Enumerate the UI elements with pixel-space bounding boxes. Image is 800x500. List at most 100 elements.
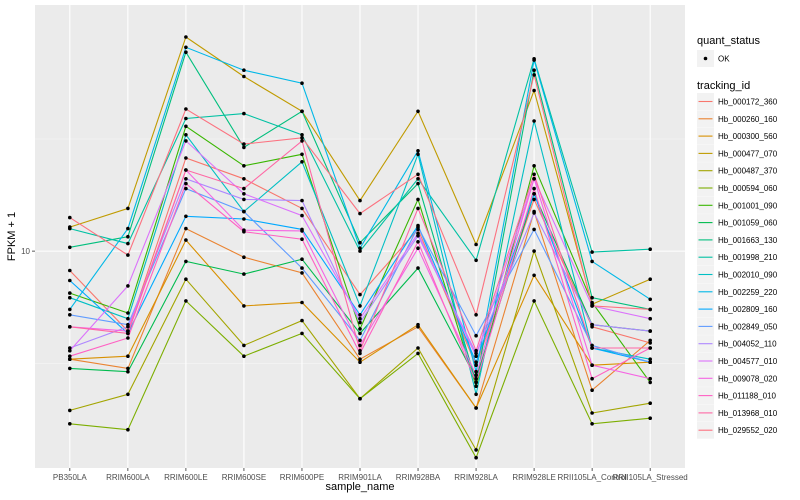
data-point-Hb_000260_160 — [300, 271, 304, 275]
data-point-Hb_000172_360 — [242, 177, 246, 181]
data-point-Hb_001059_060 — [126, 369, 130, 374]
data-point-Hb_002849_050 — [416, 225, 420, 229]
data-point-Hb_000594_060 — [532, 299, 536, 303]
x-tick-label: RRIM600LE — [164, 473, 208, 482]
data-point-Hb_001663_130 — [358, 240, 362, 245]
x-tick-label: RRII105LA_Stressed — [613, 473, 688, 482]
x-tick-label: RRIM901LA — [338, 473, 382, 482]
data-point-Hb_004052_110 — [590, 322, 594, 327]
data-point-Hb_001663_130 — [242, 145, 246, 150]
data-point-Hb_002010_090 — [416, 152, 420, 157]
legend-label: Hb_000594_060 — [718, 184, 778, 193]
data-point-Hb_002809_160 — [474, 360, 478, 365]
data-point-Hb_011188_010 — [300, 237, 304, 241]
legend-point-ok-icon — [703, 56, 708, 61]
x-axis-title: sample_name — [325, 481, 394, 493]
data-point-Hb_004577_010 — [416, 231, 420, 236]
data-point-Hb_002259_220 — [68, 307, 72, 312]
data-point-Hb_000594_060 — [242, 354, 246, 359]
data-point-Hb_004052_110 — [68, 346, 72, 350]
data-point-Hb_009078_020 — [416, 246, 420, 250]
data-point-Hb_000594_060 — [474, 455, 478, 460]
data-point-Hb_001001_090 — [416, 197, 420, 202]
legend-label: Hb_011188_010 — [718, 392, 777, 401]
data-point-Hb_001663_130 — [126, 234, 130, 239]
data-point-Hb_002010_090 — [68, 295, 72, 300]
data-point-Hb_000594_060 — [358, 396, 362, 401]
data-point-Hb_000594_060 — [68, 422, 72, 426]
data-point-Hb_029552_020 — [532, 73, 536, 77]
data-point-Hb_013968_010 — [416, 206, 420, 211]
data-point-Hb_000300_560 — [474, 406, 478, 410]
data-point-Hb_002010_090 — [532, 119, 536, 123]
data-point-Hb_002849_050 — [532, 227, 536, 232]
data-point-Hb_011188_010 — [358, 351, 362, 356]
data-point-Hb_001001_090 — [184, 124, 188, 129]
data-point-Hb_002259_220 — [532, 58, 536, 62]
data-point-Hb_009078_020 — [532, 177, 536, 181]
data-point-Hb_002259_220 — [184, 45, 188, 50]
data-point-Hb_011188_010 — [184, 181, 188, 186]
data-point-Hb_001001_090 — [242, 164, 246, 168]
legend: quant_status OK tracking_id Hb_000172_36… — [697, 35, 778, 439]
data-point-Hb_004577_010 — [68, 348, 72, 353]
data-point-Hb_000477_070 — [358, 198, 362, 203]
data-point-Hb_001001_090 — [532, 164, 536, 168]
data-point-Hb_001998_210 — [126, 241, 130, 246]
x-tick-label: RRIM600SE — [222, 473, 266, 482]
data-point-Hb_002849_050 — [68, 313, 72, 317]
data-point-Hb_000260_160 — [590, 388, 594, 393]
data-point-Hb_001001_090 — [590, 300, 594, 305]
data-point-Hb_000477_070 — [416, 109, 420, 114]
legend-label: Hb_000487_370 — [718, 167, 778, 176]
legend-label: Hb_001998_210 — [718, 253, 778, 262]
series-points — [68, 35, 652, 460]
x-tick-label: PB350LA — [53, 473, 87, 482]
legend-label: Hb_001001_090 — [718, 201, 778, 210]
data-point-Hb_002809_160 — [242, 217, 246, 221]
legend-label: Hb_000300_560 — [718, 132, 778, 141]
data-point-Hb_000172_360 — [68, 268, 72, 273]
data-point-Hb_011188_010 — [242, 229, 246, 234]
data-point-Hb_000172_360 — [184, 156, 188, 160]
data-point-Hb_001059_060 — [184, 259, 188, 264]
data-point-Hb_000487_370 — [242, 343, 246, 348]
x-tick-label: RRIM928LE — [512, 473, 556, 482]
data-point-Hb_000477_070 — [474, 242, 478, 247]
data-point-Hb_001059_060 — [300, 257, 304, 262]
data-point-Hb_004577_010 — [242, 192, 246, 196]
data-point-Hb_002849_050 — [474, 333, 478, 338]
data-point-Hb_004052_110 — [648, 329, 652, 333]
grid — [35, 5, 685, 468]
data-point-Hb_001663_130 — [184, 50, 188, 54]
data-point-Hb_011188_010 — [126, 336, 130, 340]
data-point-Hb_029552_020 — [648, 307, 652, 312]
data-point-Hb_002010_090 — [126, 316, 130, 321]
data-point-Hb_013968_010 — [648, 346, 652, 350]
legend-title-quant-status: quant_status — [697, 35, 760, 47]
data-point-Hb_001663_130 — [532, 68, 536, 72]
data-point-Hb_004577_010 — [126, 284, 130, 288]
legend-label: Hb_002259_220 — [718, 288, 778, 297]
data-point-Hb_001998_210 — [358, 249, 362, 253]
x-tick-label: RRIM600LA — [106, 473, 150, 482]
data-point-Hb_000594_060 — [126, 427, 130, 432]
legend-label: Hb_002849_050 — [718, 322, 778, 331]
data-point-Hb_000487_370 — [184, 277, 188, 282]
data-point-Hb_002259_220 — [242, 68, 246, 72]
data-point-Hb_000594_060 — [184, 299, 188, 303]
data-point-Hb_000487_370 — [474, 448, 478, 452]
data-point-Hb_000477_070 — [126, 206, 130, 211]
x-tick-label: RRII105LA_Control — [557, 473, 627, 482]
legend-label-ok: OK — [718, 55, 730, 64]
y-tick-label: 10 — [21, 247, 30, 256]
data-point-Hb_002010_090 — [184, 133, 188, 137]
data-point-Hb_029552_020 — [300, 136, 304, 140]
data-point-Hb_002849_050 — [300, 266, 304, 270]
data-point-Hb_013968_010 — [590, 346, 594, 350]
data-point-Hb_000487_370 — [68, 408, 72, 413]
legend-label: Hb_004052_110 — [718, 340, 777, 349]
data-point-Hb_002809_160 — [358, 313, 362, 317]
data-point-Hb_004052_110 — [184, 177, 188, 181]
